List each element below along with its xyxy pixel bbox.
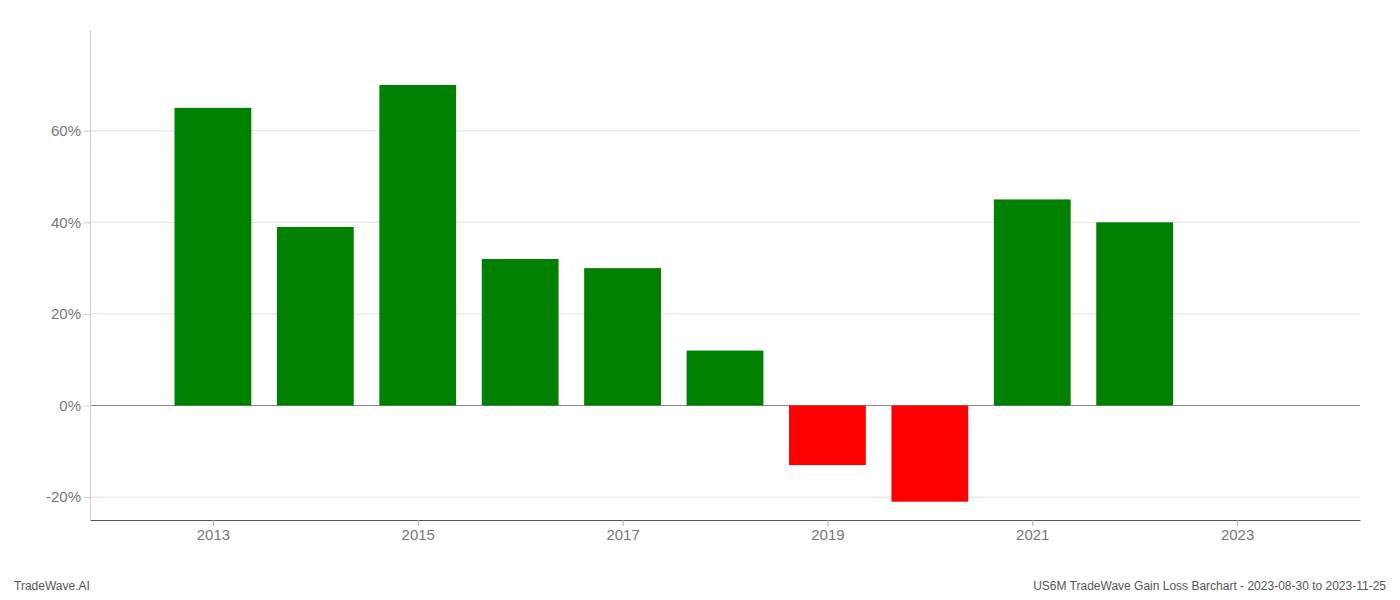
x-tick-label: 2019 (811, 526, 844, 543)
bar (891, 406, 968, 502)
bar (789, 406, 866, 466)
y-tick: 20% (51, 305, 90, 322)
y-tick: 60% (51, 122, 90, 139)
grid-line (90, 130, 1360, 131)
chart: 2013 2015 2017 2019 2021 2023 -20% 0% 20% 40% 60% T… (0, 0, 1400, 600)
x-tick-label: 2021 (1016, 526, 1049, 543)
y-tick: -20% (46, 488, 90, 505)
x-tick: 2021 (1016, 520, 1049, 543)
y-tick-mark (84, 314, 90, 315)
x-tick-label: 2017 (606, 526, 639, 543)
footer-right: US6M TradeWave Gain Loss Barchart - 2023… (1033, 579, 1386, 593)
bar (379, 85, 456, 406)
y-axis-line (90, 31, 91, 521)
grid (90, 131, 1360, 497)
x-tick: 2013 (197, 520, 230, 543)
bars (174, 85, 1173, 502)
x-tick-label: 2013 (197, 526, 230, 543)
y-axis: -20% 0% 20% 40% 60% (46, 31, 91, 521)
x-tick-label: 2015 (402, 526, 435, 543)
y-tick-label: 20% (51, 305, 81, 322)
x-tick: 2023 (1221, 520, 1254, 543)
x-tick: 2019 (811, 520, 844, 543)
bar (482, 259, 559, 406)
y-tick: 40% (51, 214, 90, 231)
x-tick: 2015 (402, 520, 435, 543)
bar (687, 351, 764, 406)
x-axis-line (91, 520, 1361, 521)
bar (277, 227, 354, 406)
x-tick-label: 2023 (1221, 526, 1254, 543)
y-tick-mark (84, 222, 90, 223)
bar (994, 199, 1071, 405)
bar (174, 108, 251, 406)
y-tick: 0% (59, 397, 90, 414)
x-tick: 2017 (606, 520, 639, 543)
bar (1096, 222, 1173, 405)
y-tick-label: 60% (51, 122, 81, 139)
y-tick-label: 40% (51, 214, 81, 231)
plot-area: 2013 2015 2017 2019 2021 2023 -20% 0% 20% 40% 60% (46, 31, 1361, 543)
y-tick-label: 0% (59, 397, 81, 414)
y-tick-mark (84, 406, 90, 407)
footer-left: TradeWave.AI (14, 579, 90, 593)
y-tick-label: -20% (46, 488, 81, 505)
bar (584, 268, 661, 405)
y-tick-mark (84, 131, 90, 132)
x-axis: 2013 2015 2017 2019 2021 2023 (91, 520, 1361, 543)
grid-line (90, 497, 1360, 498)
y-tick-mark (84, 497, 90, 498)
